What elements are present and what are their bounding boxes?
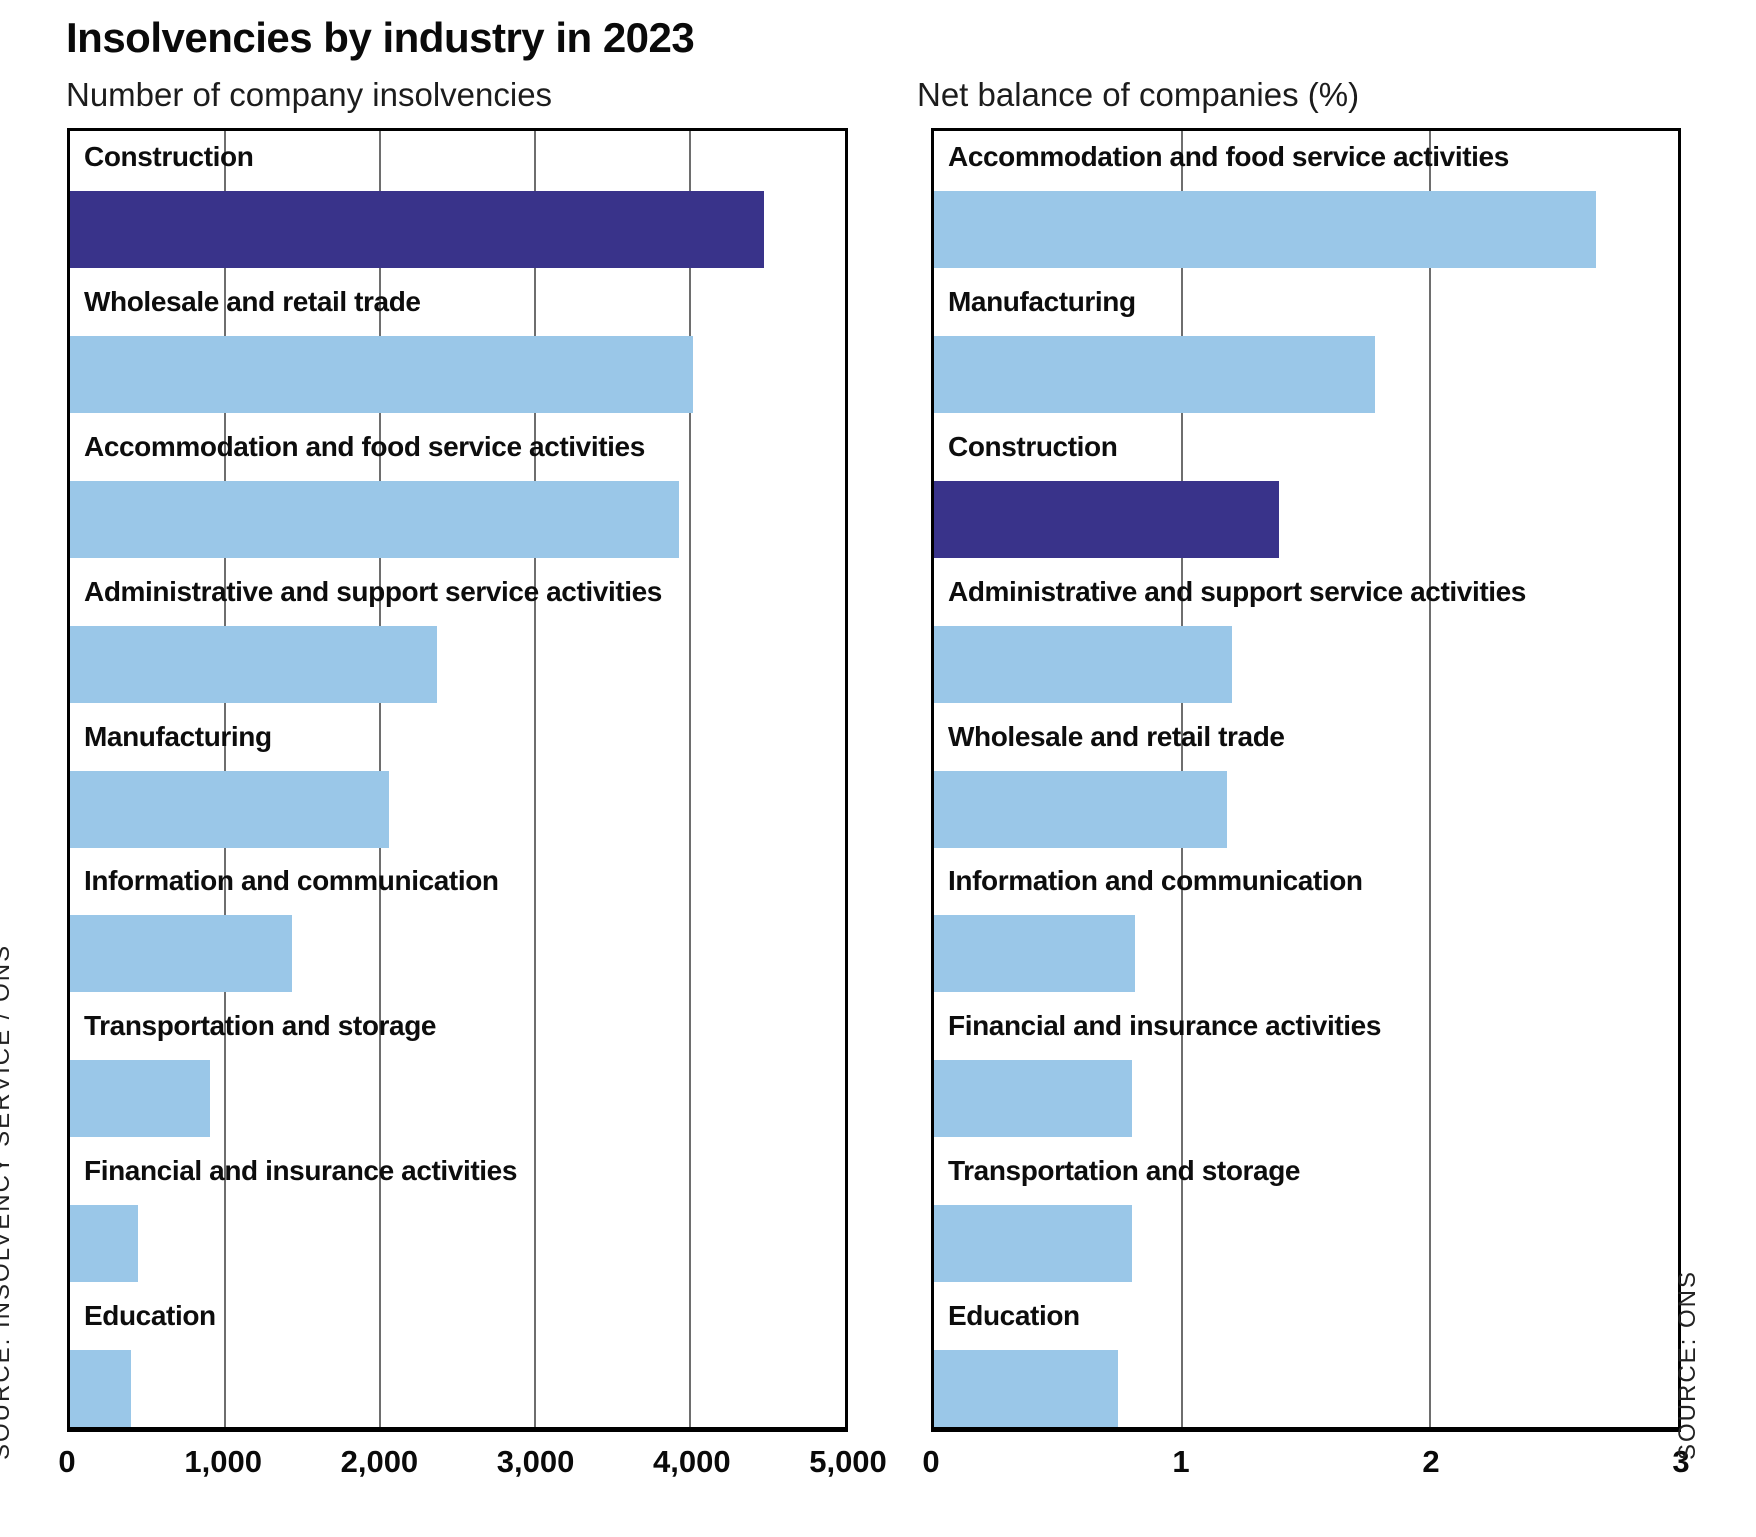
chart-row: Information and communication bbox=[934, 855, 1678, 1000]
chart-row: Wholesale and retail trade bbox=[934, 711, 1678, 856]
left-chart-subtitle: Number of company insolvencies bbox=[66, 76, 553, 113]
value-bar bbox=[934, 1350, 1118, 1428]
chart-row: Wholesale and retail trade bbox=[70, 276, 845, 421]
value-bar bbox=[70, 480, 680, 558]
value-bar bbox=[934, 191, 1597, 268]
right-chart-plot: Accommodation and food service activitie… bbox=[931, 128, 1681, 1432]
right-chart-panel: Accommodation and food service activitie… bbox=[922, 128, 1690, 1523]
gridline bbox=[534, 131, 536, 1427]
x-axis-tick-label: 0 bbox=[922, 1444, 940, 1479]
x-axis-tick-label: 1,000 bbox=[184, 1444, 262, 1479]
value-bar bbox=[70, 915, 292, 993]
value-bar bbox=[934, 480, 1279, 558]
category-label: Administrative and support service activ… bbox=[84, 575, 662, 607]
chart-row: Construction bbox=[934, 421, 1678, 566]
value-bar bbox=[934, 770, 1227, 848]
value-bar bbox=[70, 1060, 210, 1138]
chart-row: Education bbox=[70, 1290, 845, 1435]
x-axis-tick-label: 2,000 bbox=[340, 1444, 419, 1479]
value-bar bbox=[934, 1205, 1133, 1283]
chart-row: Information and communication bbox=[70, 855, 845, 1000]
category-label: Education bbox=[84, 1300, 216, 1332]
chart-row: Manufacturing bbox=[70, 711, 845, 856]
category-label: Information and communication bbox=[84, 865, 499, 897]
left-chart-x-axis: 0 1,000 2,000 3,000 4,000 5,000 bbox=[58, 1444, 886, 1494]
chart-row: Administrative and support service activ… bbox=[70, 566, 845, 711]
category-label: Manufacturing bbox=[948, 285, 1136, 317]
left-chart-panel: Construction Wholesale and retail trade Ac… bbox=[58, 128, 887, 1523]
category-label: Accommodation and food service activitie… bbox=[948, 141, 1509, 172]
x-axis-tick-label: 1 bbox=[1172, 1444, 1190, 1479]
value-bar bbox=[934, 335, 1376, 413]
x-axis-tick-label: 3,000 bbox=[496, 1444, 575, 1479]
x-axis-tick-label: 0 bbox=[58, 1444, 76, 1479]
right-chart-source: SOURCE: ONS bbox=[1674, 1269, 1701, 1460]
page-title: Insolvencies by industry in 2023 bbox=[66, 14, 695, 61]
value-bar bbox=[70, 625, 438, 703]
category-label: Transportation and storage bbox=[84, 1010, 437, 1042]
bar-rows: Accommodation and food service activitie… bbox=[934, 131, 1678, 1428]
value-bar bbox=[70, 191, 765, 268]
gridline bbox=[689, 131, 691, 1427]
category-label: Information and communication bbox=[948, 865, 1363, 897]
bar-rows: Construction Wholesale and retail trade Ac… bbox=[70, 131, 845, 1428]
chart-row: Construction bbox=[70, 131, 845, 276]
value-bar bbox=[70, 1205, 139, 1283]
value-bar bbox=[70, 1350, 132, 1428]
chart-row: Manufacturing bbox=[934, 276, 1678, 421]
category-label: Financial and insurance activities bbox=[84, 1155, 518, 1187]
x-axis-tick-label: 2 bbox=[1422, 1444, 1440, 1479]
value-bar bbox=[934, 915, 1135, 993]
category-label: Education bbox=[948, 1300, 1080, 1332]
chart-row: Accommodation and food service activitie… bbox=[934, 131, 1678, 276]
value-bar bbox=[934, 1060, 1133, 1138]
chart-row: Transportation and storage bbox=[70, 1000, 845, 1145]
chart-row: Financial and insurance activities bbox=[934, 1000, 1678, 1145]
category-label: Financial and insurance activities bbox=[948, 1010, 1382, 1042]
category-label: Construction bbox=[84, 141, 254, 172]
chart-row: Education bbox=[934, 1290, 1678, 1435]
category-label: Administrative and support service activ… bbox=[948, 575, 1526, 607]
left-chart-plot: Construction Wholesale and retail trade Ac… bbox=[67, 128, 848, 1432]
chart-row: Administrative and support service activ… bbox=[934, 566, 1678, 711]
left-chart-source: SOURCE: INSOLVENCY SERVICE / ONS bbox=[0, 943, 15, 1460]
x-axis-tick-label: 4,000 bbox=[653, 1444, 731, 1479]
value-bar bbox=[934, 625, 1232, 703]
category-label: Transportation and storage bbox=[948, 1155, 1301, 1187]
x-axis-tick-label: 3 bbox=[1672, 1444, 1690, 1479]
category-label: Accommodation and food service activitie… bbox=[84, 430, 645, 462]
chart-row: Transportation and storage bbox=[934, 1145, 1678, 1290]
x-axis-tick-label: 5,000 bbox=[809, 1444, 887, 1479]
category-label: Wholesale and retail trade bbox=[948, 720, 1285, 752]
chart-row: Accommodation and food service activitie… bbox=[70, 421, 845, 566]
gridline bbox=[1429, 131, 1431, 1427]
right-chart-x-axis: 0 1 2 3 bbox=[922, 1444, 1689, 1494]
right-chart-subtitle: Net balance of companies (%) bbox=[917, 76, 1360, 113]
category-label: Manufacturing bbox=[84, 720, 272, 752]
value-bar bbox=[70, 770, 390, 848]
category-label: Wholesale and retail trade bbox=[84, 285, 421, 317]
category-label: Construction bbox=[948, 430, 1118, 462]
value-bar bbox=[70, 335, 694, 413]
chart-row: Financial and insurance activities bbox=[70, 1145, 845, 1290]
